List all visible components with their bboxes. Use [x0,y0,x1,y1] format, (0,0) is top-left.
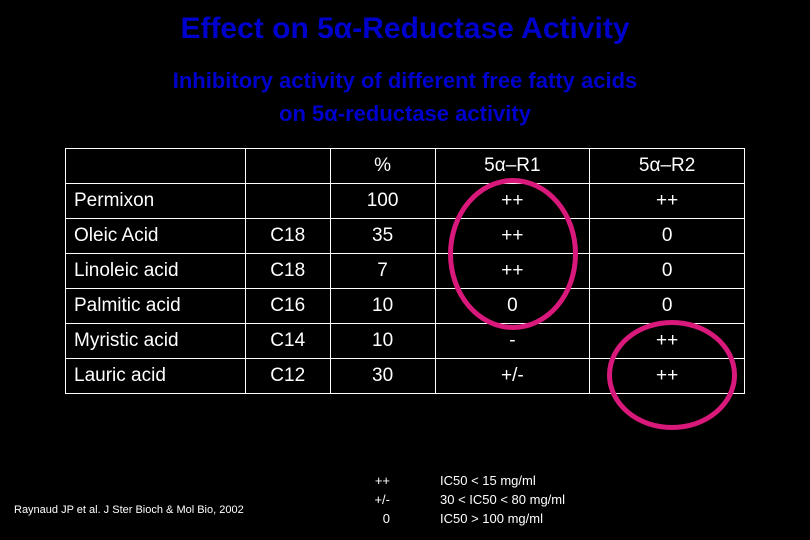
fatty-acid-table: % 5α–R1 5α–R2 Permixon 100 ++ ++ Oleic A… [65,148,745,394]
cell-name: Palmitic acid [66,289,246,324]
header-blank2 [245,149,330,184]
cell-name: Oleic Acid [66,219,246,254]
legend-text: IC50 < 15 mg/ml [440,473,536,488]
cell-r2: 0 [590,219,745,254]
cell-r1: ++ [435,254,590,289]
cell-c: C18 [245,254,330,289]
subtitle-line1: Inhibitory activity of different free fa… [173,68,638,93]
legend-row: ++ IC50 < 15 mg/ml [0,473,810,488]
header-blank1 [66,149,246,184]
cell-name: Permixon [66,184,246,219]
cell-r2: 0 [590,289,745,324]
table-row: Permixon 100 ++ ++ [66,184,745,219]
cell-r2: 0 [590,254,745,289]
cell-pct: 7 [330,254,435,289]
cell-name: Myristic acid [66,324,246,359]
cell-r2: ++ [590,184,745,219]
cell-name: Linoleic acid [66,254,246,289]
cell-pct: 100 [330,184,435,219]
cell-c: C14 [245,324,330,359]
cell-r2: ++ [590,324,745,359]
header-r2: 5α–R2 [590,149,745,184]
table-header-row: % 5α–R1 5α–R2 [66,149,745,184]
subtitle-line2: on 5α-reductase activity [279,101,531,126]
legend-text: 30 < IC50 < 80 mg/ml [440,492,565,507]
cell-r1: 0 [435,289,590,324]
table-row: Oleic Acid C18 35 ++ 0 [66,219,745,254]
cell-r1: ++ [435,219,590,254]
cell-name: Lauric acid [66,359,246,394]
header-r1: 5α–R1 [435,149,590,184]
cell-pct: 10 [330,324,435,359]
citation: Raynaud JP et al. J Ster Bioch & Mol Bio… [14,504,244,516]
cell-c [245,184,330,219]
legend: ++ IC50 < 15 mg/ml +/- 30 < IC50 < 80 mg… [0,473,810,530]
table-row: Lauric acid C12 30 +/- ++ [66,359,745,394]
cell-pct: 10 [330,289,435,324]
cell-r1: ++ [435,184,590,219]
cell-pct: 30 [330,359,435,394]
cell-c: C16 [245,289,330,324]
cell-pct: 35 [330,219,435,254]
slide-title: Effect on 5α-Reductase Activity [0,0,810,46]
cell-c: C18 [245,219,330,254]
table-row: Linoleic acid C18 7 ++ 0 [66,254,745,289]
legend-text: IC50 > 100 mg/ml [440,511,543,526]
table-row: Palmitic acid C16 10 0 0 [66,289,745,324]
legend-symbol: ++ [0,473,440,488]
cell-r2: ++ [590,359,745,394]
cell-r1: +/- [435,359,590,394]
cell-r1: - [435,324,590,359]
data-table-container: % 5α–R1 5α–R2 Permixon 100 ++ ++ Oleic A… [65,148,745,394]
slide-subtitle: Inhibitory activity of different free fa… [0,64,810,130]
header-percent: % [330,149,435,184]
table-row: Myristic acid C14 10 - ++ [66,324,745,359]
cell-c: C12 [245,359,330,394]
